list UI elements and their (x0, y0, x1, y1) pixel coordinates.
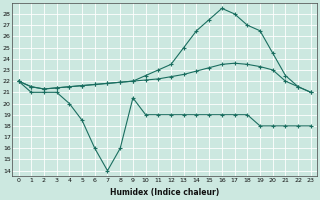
X-axis label: Humidex (Indice chaleur): Humidex (Indice chaleur) (110, 188, 219, 197)
